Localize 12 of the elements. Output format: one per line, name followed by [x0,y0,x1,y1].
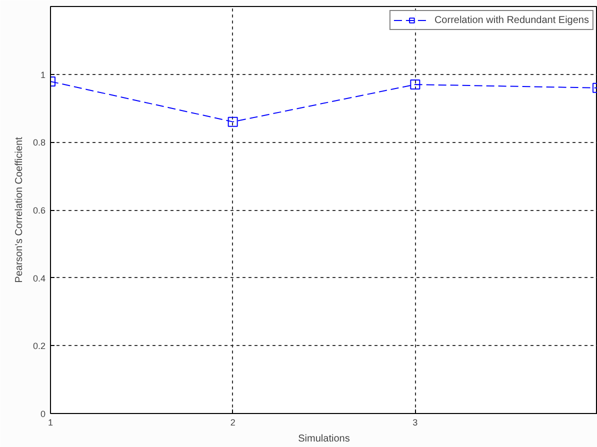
y-tick-label: 0.2 [32,341,46,352]
legend-label: Correlation with Redundant Eigens [434,14,589,26]
x-tick-label: 3 [412,418,418,428]
y-tick-label: 0.4 [32,273,46,284]
y-tick-label: 1 [40,70,46,80]
y-tick-label: 0.6 [32,206,46,216]
y-tick-label: 0.8 [32,138,46,148]
x-tick-label: 1 [48,418,54,428]
y-axis-title: Pearson's Correlation Coefficient [14,136,25,283]
x-tick-label: 2 [230,418,236,428]
y-tick-label: 0 [40,409,46,419]
x-axis-title: Simulations [298,434,350,444]
